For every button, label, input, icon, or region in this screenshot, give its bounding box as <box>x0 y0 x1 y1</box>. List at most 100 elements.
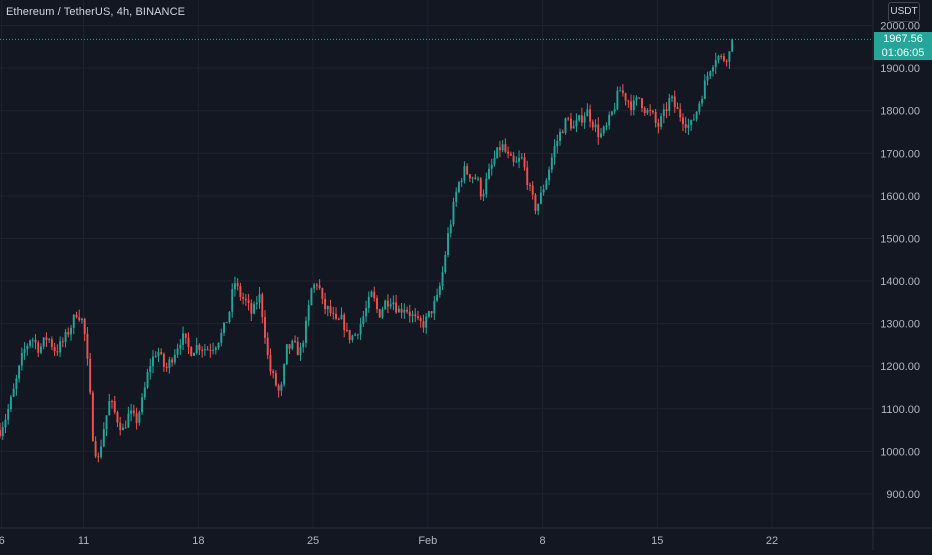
candle-body <box>373 291 376 299</box>
candle-body <box>40 346 42 353</box>
candle-body <box>376 298 378 310</box>
candle-body <box>89 358 92 393</box>
candle-body <box>332 312 335 314</box>
candle-body <box>444 254 447 273</box>
candle-body <box>419 318 422 322</box>
candle-body <box>397 308 400 313</box>
candle-body <box>556 140 559 147</box>
candle-body <box>474 177 477 179</box>
candle-body <box>50 339 53 347</box>
y-tick-label: 1900.00 <box>880 63 920 75</box>
candle-body <box>214 347 217 350</box>
candle-body <box>717 56 720 61</box>
candle-body <box>141 397 144 413</box>
candle-body <box>701 98 704 104</box>
candle-body <box>395 302 398 313</box>
x-tick-label: 22 <box>766 535 778 547</box>
candle-body <box>198 344 201 350</box>
y-tick-label: 2000.00 <box>880 21 920 33</box>
candle-body <box>378 309 381 318</box>
candle-body <box>449 224 452 234</box>
candle-body <box>613 109 616 112</box>
candle-body <box>86 333 89 359</box>
candle-body <box>408 311 411 316</box>
candle-body <box>531 185 534 195</box>
candle-body <box>130 410 133 414</box>
candle-body <box>564 118 567 134</box>
y-tick-label: 1800.00 <box>880 106 920 118</box>
candle-body <box>641 98 643 109</box>
candle-body <box>187 337 190 348</box>
candle-body <box>277 385 280 391</box>
candle-body <box>132 410 135 414</box>
y-tick-label: 1200.00 <box>880 361 920 373</box>
candle-body <box>67 331 70 335</box>
candle-body <box>160 352 163 354</box>
candle-body <box>569 118 572 129</box>
candle-body <box>83 318 86 334</box>
candle-body <box>690 119 693 126</box>
candle-body <box>512 155 515 162</box>
candle-body <box>496 147 499 159</box>
candle-body <box>550 157 553 170</box>
candle-body <box>610 111 613 115</box>
candle-body <box>111 401 113 403</box>
candle-body <box>203 349 206 351</box>
y-tick-label: 1000.00 <box>880 446 920 458</box>
candle-body <box>149 366 152 373</box>
candle-body <box>356 334 359 336</box>
candle-body <box>29 340 32 346</box>
candle-body <box>411 314 414 316</box>
candle-body <box>627 100 630 102</box>
candle-body <box>673 96 676 108</box>
currency-button[interactable]: USDT <box>888 2 920 22</box>
candle-body <box>100 446 103 457</box>
candle-body <box>285 344 288 365</box>
candle-body <box>244 298 247 301</box>
candle-body <box>225 321 228 323</box>
candle-body <box>171 359 174 363</box>
candle-body <box>608 114 611 126</box>
candle-body <box>176 348 179 355</box>
y-tick-label: 1500.00 <box>880 233 920 245</box>
candle-body <box>127 413 130 428</box>
candle-body <box>482 194 485 197</box>
candle-body <box>455 191 458 203</box>
candle-body <box>280 384 283 391</box>
candle-body <box>206 349 209 351</box>
candle-body <box>534 194 537 211</box>
candle-body <box>102 429 105 447</box>
candle-body <box>624 93 627 101</box>
candle-body <box>193 352 195 356</box>
candle-body <box>138 412 141 423</box>
candle-body <box>712 67 714 72</box>
candle-body <box>119 422 122 431</box>
candle-body <box>315 284 318 286</box>
symbol-title[interactable]: Ethereum / TetherUS, 4h, BINANCE <box>6 6 186 18</box>
candle-body <box>53 346 56 352</box>
candle-body <box>78 317 81 321</box>
candle-body <box>630 101 633 111</box>
candle-body <box>545 180 548 190</box>
candle-body <box>231 289 234 312</box>
candle-body <box>97 456 100 458</box>
candle-body <box>20 352 23 366</box>
candle-body <box>326 306 329 310</box>
candle-body <box>116 412 119 423</box>
x-tick-label: Feb <box>418 535 437 547</box>
candle-body <box>72 314 75 328</box>
candle-body <box>1 427 4 437</box>
candles <box>0 38 734 463</box>
candle-body <box>162 353 165 367</box>
candle-body <box>386 300 389 307</box>
candle-body <box>507 151 510 154</box>
candle-body <box>343 314 346 331</box>
candle-body <box>173 354 176 363</box>
candle-body <box>597 124 600 138</box>
candle-body <box>80 318 83 321</box>
candle-body <box>725 60 728 62</box>
candle-body <box>657 122 660 127</box>
candle-body <box>157 352 160 357</box>
